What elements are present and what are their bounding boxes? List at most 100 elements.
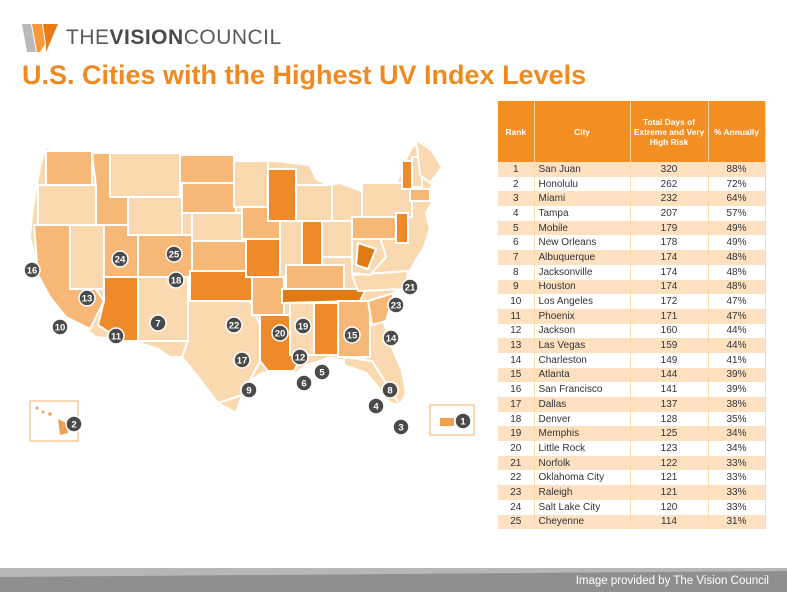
city-rank-marker — [225, 316, 243, 334]
state-shape — [179, 154, 235, 184]
table-row: 23 Raleigh 121 33% — [498, 485, 766, 500]
cell-city: Phoenix — [534, 308, 631, 324]
city-rank-label: 16 — [27, 266, 38, 277]
table-row: 22 Oklahoma City 121 33% — [498, 470, 766, 486]
table-row: 3 Miami 232 64% — [498, 191, 766, 207]
cell-total-days: 120 — [630, 499, 709, 515]
cell-city: Jackson — [534, 323, 631, 339]
city-rank-label: 23 — [391, 301, 402, 312]
cell-percent-annually: 31% — [708, 514, 766, 530]
city-rank-label: 9 — [246, 386, 251, 397]
cell-rank: 20 — [498, 441, 535, 456]
state-shape — [361, 182, 413, 218]
cell-percent-annually: 47% — [708, 308, 766, 324]
cell-city: Charleston — [534, 352, 631, 368]
cell-rank: 15 — [498, 367, 535, 383]
state-shape — [285, 264, 345, 290]
cell-percent-annually: 44% — [708, 323, 766, 339]
footer-band — [0, 568, 787, 592]
cell-city: Las Vegas — [534, 338, 631, 353]
city-rank-label: 14 — [386, 334, 397, 345]
city-rank-label: 7 — [155, 319, 160, 330]
table-body: 1 San Juan 320 88% 2 Honolulu 262 72% 3 Miami 232 6… — [498, 162, 766, 530]
cell-city: Norfolk — [534, 455, 631, 471]
state-shape — [191, 212, 243, 242]
cell-city: Los Angeles — [534, 294, 631, 309]
city-rank-marker — [271, 324, 289, 342]
state-shape — [251, 276, 285, 316]
city-rank-marker — [111, 250, 129, 268]
city-rank-marker — [167, 271, 185, 289]
cell-total-days: 174 — [630, 279, 709, 295]
column-header-city: City — [534, 101, 631, 162]
city-rank-label: 4 — [373, 402, 379, 413]
cell-total-days: 123 — [630, 441, 709, 456]
city-rank-label: 19 — [298, 322, 309, 333]
state-shape — [414, 136, 444, 185]
cell-rank: 11 — [498, 308, 535, 324]
cell-city: New Orleans — [534, 235, 631, 251]
cell-city: San Francisco — [534, 382, 631, 397]
state-shape — [233, 160, 269, 208]
cell-rank: 6 — [498, 235, 535, 251]
cell-total-days: 149 — [630, 352, 709, 368]
cell-total-days: 122 — [630, 455, 709, 471]
cell-percent-annually: 34% — [708, 441, 766, 456]
cell-percent-annually: 49% — [708, 220, 766, 236]
cell-city: Little Rock — [534, 441, 631, 456]
cell-city: Jacksonville — [534, 264, 631, 280]
page-title: U.S. Cities with the Highest UV Index Le… — [22, 60, 587, 90]
column-header-rank: Rank — [498, 101, 535, 162]
city-rank-label: 8 — [387, 386, 392, 397]
state-shape — [189, 270, 253, 302]
cell-city: Mobile — [534, 220, 631, 236]
city-rank-marker — [78, 289, 96, 307]
cell-rank: 13 — [498, 338, 535, 353]
cell-total-days: 137 — [630, 397, 709, 412]
cell-city: Denver — [534, 411, 631, 427]
cell-percent-annually: 64% — [708, 191, 766, 207]
state-shape — [267, 168, 297, 222]
cell-percent-annually: 33% — [708, 485, 766, 500]
table-row: 16 San Francisco 141 39% — [498, 382, 766, 397]
cell-total-days: 179 — [630, 220, 709, 236]
cell-city: Salt Lake City — [534, 499, 631, 515]
cell-total-days: 174 — [630, 250, 709, 265]
hawaii-island — [35, 406, 39, 410]
cell-city: Raleigh — [534, 485, 631, 500]
cell-total-days: 144 — [630, 367, 709, 383]
city-rank-marker — [387, 296, 405, 314]
table-header-row: Rank City Total Days of Extreme and Very… — [498, 101, 766, 162]
cell-rank: 14 — [498, 352, 535, 368]
table-row: 20 Little Rock 123 34% — [498, 441, 766, 456]
city-rank-label: 2 — [71, 420, 76, 431]
cell-rank: 2 — [498, 176, 535, 192]
state-shape — [401, 160, 413, 190]
cell-total-days: 232 — [630, 191, 709, 207]
city-rank-marker — [343, 326, 361, 344]
cell-percent-annually: 39% — [708, 382, 766, 397]
state-shape — [409, 188, 431, 202]
cell-rank: 7 — [498, 250, 535, 265]
state-shape — [37, 184, 97, 226]
table-row: 14 Charleston 149 41% — [498, 352, 766, 368]
city-rank-label: 22 — [229, 321, 240, 332]
cell-city: Houston — [534, 279, 631, 295]
state-shape — [69, 224, 105, 290]
table-row: 15 Atlanta 144 39% — [498, 367, 766, 383]
city-rank-marker — [149, 314, 167, 332]
state-shape — [109, 152, 181, 198]
cell-percent-annually: 33% — [708, 499, 766, 515]
cell-total-days: 178 — [630, 235, 709, 251]
cell-city: Memphis — [534, 426, 631, 442]
city-rank-marker — [165, 245, 183, 263]
table-row: 9 Houston 174 48% — [498, 279, 766, 295]
cell-rank: 9 — [498, 279, 535, 295]
city-rank-label: 12 — [295, 353, 306, 364]
cell-percent-annually: 34% — [708, 426, 766, 442]
city-rank-label: 24 — [115, 255, 126, 266]
cell-total-days: 128 — [630, 411, 709, 427]
puerto-rico-island — [440, 418, 454, 426]
cell-total-days: 159 — [630, 338, 709, 353]
city-rank-marker — [401, 278, 419, 296]
